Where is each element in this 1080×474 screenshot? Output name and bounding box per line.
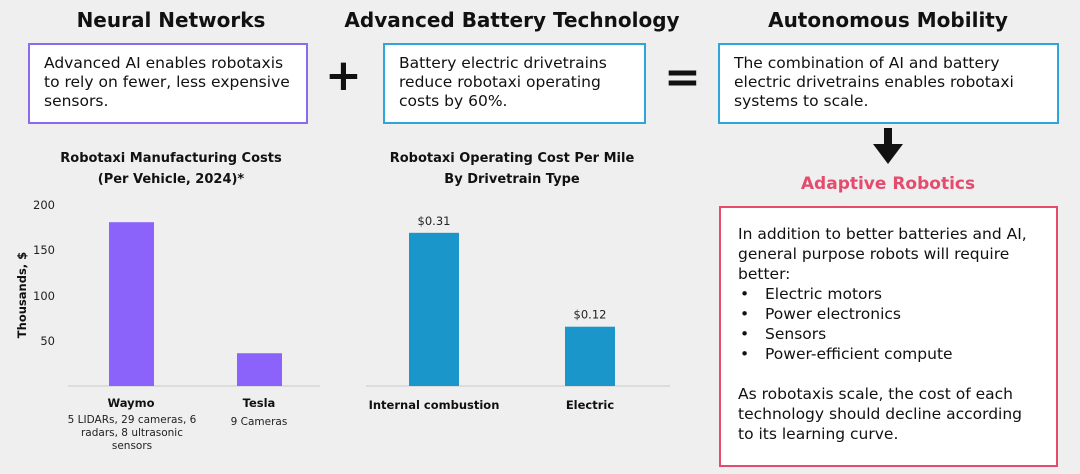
autonomous-box: The combination of AI and battery electr… — [718, 43, 1059, 124]
y-tick-label: 50 — [40, 334, 55, 348]
chart1-title: Robotaxi Manufacturing Costs (Per Vehicl… — [40, 148, 302, 190]
requirements-list: Electric motors Power electronics Sensor… — [738, 284, 1040, 364]
list-item: Sensors — [738, 324, 1040, 344]
adaptive-outro: As robotaxis scale, the cost of each tec… — [738, 385, 1023, 443]
bar-waymo — [109, 222, 154, 386]
adaptive-robotics-heading: Adaptive Robotics — [800, 174, 976, 194]
chart1-title-line1: Robotaxi Manufacturing Costs — [60, 151, 282, 166]
bar-internal-combustion — [409, 232, 459, 386]
plus-operator: + — [325, 50, 362, 101]
chart2-title-line1: Robotaxi Operating Cost Per Mile — [389, 151, 635, 166]
value-label-electric: $0.12 — [574, 308, 607, 322]
chart1-title-line2: (Per Vehicle, 2024)* — [97, 172, 245, 187]
list-item: Power-efficient compute — [738, 344, 1040, 364]
bar-tesla — [237, 353, 282, 386]
value-label-internal-combustion: $0.31 — [418, 214, 451, 228]
list-item: Power electronics — [738, 304, 1040, 324]
y-tick-label: 150 — [33, 243, 55, 257]
x-label-electric: Electric — [566, 398, 615, 412]
y-tick-label: 200 — [33, 198, 55, 212]
y-tick-label: 100 — [33, 289, 55, 303]
x-sublabel-waymo: 5 LIDARs, 29 cameras, 6 radars, 8 ultras… — [67, 414, 197, 452]
x-label-tesla: Tesla — [243, 396, 276, 410]
neural-networks-box: Advanced AI enables robotaxis to rely on… — [28, 43, 308, 124]
x-label-internal-combustion: Internal combustion — [369, 398, 500, 412]
title-autonomous-mobility: Autonomous Mobility — [768, 8, 1008, 32]
adaptive-robotics-box: In addition to better batteries and AI, … — [719, 206, 1058, 467]
chart2-title: Robotaxi Operating Cost Per Mile By Driv… — [372, 148, 652, 190]
chart2-title-line2: By Drivetrain Type — [444, 172, 580, 187]
list-item: Electric motors — [738, 284, 1040, 304]
x-label-waymo: Waymo — [107, 396, 154, 410]
title-neural-networks: Neural Networks — [76, 8, 266, 32]
chart1-y-axis-label: Thousands, $ — [15, 252, 29, 338]
operating-cost-chart: $0.31 $0.12 Internal combustion Electric — [366, 214, 670, 412]
manufacturing-cost-chart: Thousands, $ 200 150 100 50 Waymo Tesla … — [15, 198, 320, 428]
bar-electric — [565, 326, 615, 386]
down-arrow-icon — [873, 128, 903, 164]
battery-box: Battery electric drivetrains reduce robo… — [383, 43, 646, 124]
x-sublabel-tesla: 9 Cameras — [231, 416, 288, 428]
title-advanced-battery: Advanced Battery Technology — [344, 8, 680, 32]
adaptive-intro: In addition to better batteries and AI, … — [738, 225, 1027, 283]
equals-operator: = — [664, 52, 701, 103]
